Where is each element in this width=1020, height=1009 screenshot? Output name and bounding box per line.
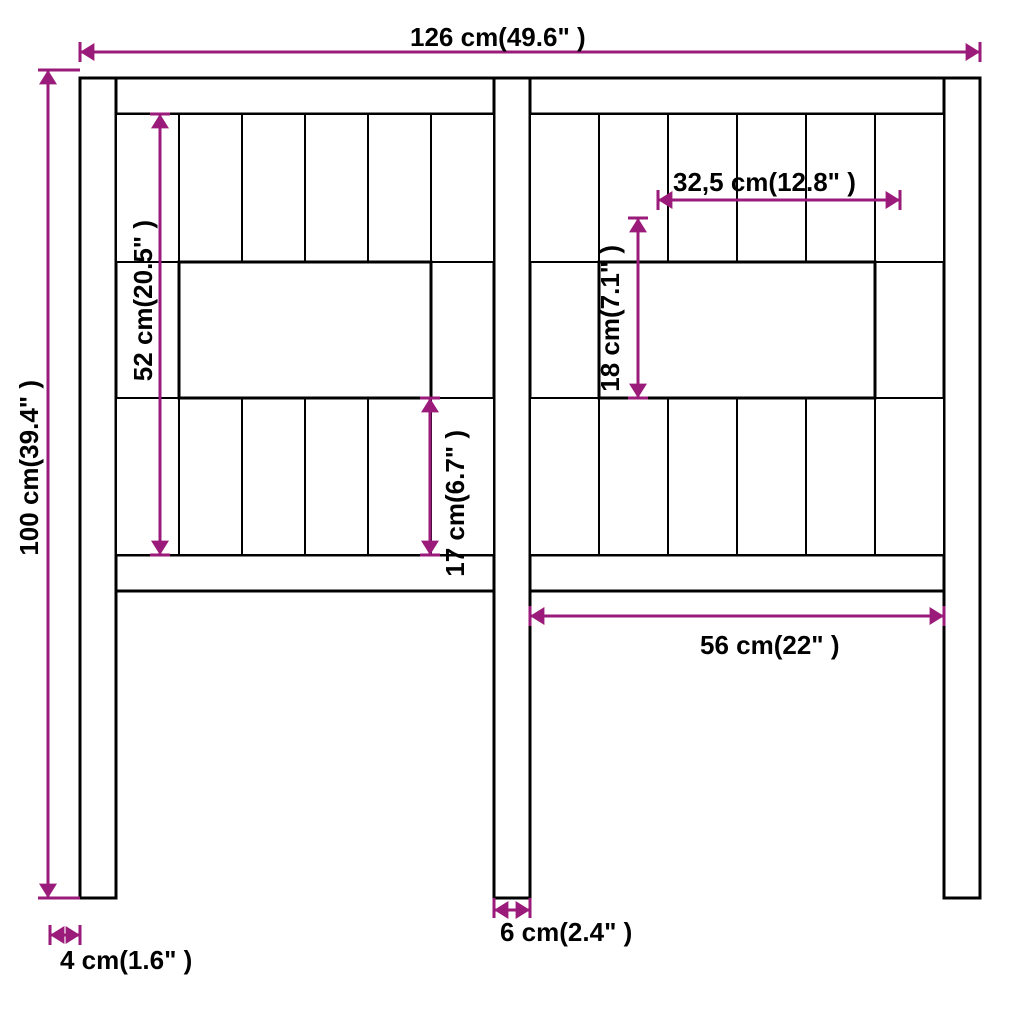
dim-inner-gap: 56 cm(22" ) [700,630,840,661]
dim-total-width: 126 cm(49.6" ) [410,22,586,53]
dim-depth: 4 cm(1.6" ) [60,945,192,976]
dim-lower-slat-h: 17 cm(6.7" ) [440,430,471,577]
dim-inset-height: 18 cm(7.1" ) [595,245,626,392]
dim-inset-width: 32,5 cm(12.8" ) [673,167,856,198]
dim-center-post-w: 6 cm(2.4" ) [500,917,632,948]
dim-panel-height: 52 cm(20.5" ) [128,220,159,381]
headboard-technical-drawing [0,0,1020,1009]
dim-total-height: 100 cm(39.4" ) [14,380,45,556]
